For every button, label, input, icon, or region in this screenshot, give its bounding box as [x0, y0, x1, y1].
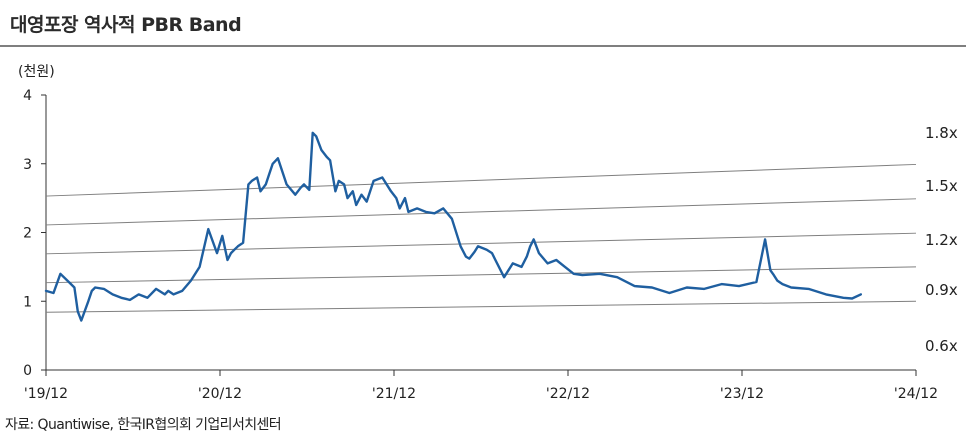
x-tick-label: '20/12: [198, 386, 242, 402]
band-label: 0.9x: [925, 281, 958, 299]
y-tick-label: 4: [23, 88, 32, 104]
band-label: 0.6x: [925, 337, 958, 355]
y-tick-label: 3: [23, 157, 32, 173]
title-divider: [0, 45, 966, 47]
pbr-band-line: [45, 266, 917, 284]
price-line: [44, 131, 862, 322]
y-axis-unit-label: (천원): [18, 64, 55, 80]
y-tick-label: 2: [23, 226, 32, 242]
chart-title: 대영포장 역사적 PBR Band: [10, 14, 242, 36]
x-tick-label: '22/12: [546, 386, 590, 402]
band-label: 1.8x: [925, 124, 958, 142]
x-tick-label: '23/12: [720, 386, 764, 402]
y-tick-label: 1: [23, 294, 32, 310]
pbr-band-line: [45, 232, 917, 255]
x-tick-label: '24/12: [894, 386, 938, 402]
x-tick-label: '21/12: [372, 386, 416, 402]
pbr-band-line: [45, 300, 917, 313]
band-label: 1.5x: [925, 177, 958, 195]
pbr-band-line: [45, 163, 917, 197]
pbr-band-line: [45, 198, 917, 226]
y-tick-label: 0: [23, 363, 32, 379]
band-label: 1.2x: [925, 231, 958, 249]
source-note: 자료: Quantiwise, 한국IR협의회 기업리서치센터: [5, 417, 282, 433]
x-tick-label: '19/12: [24, 386, 68, 402]
